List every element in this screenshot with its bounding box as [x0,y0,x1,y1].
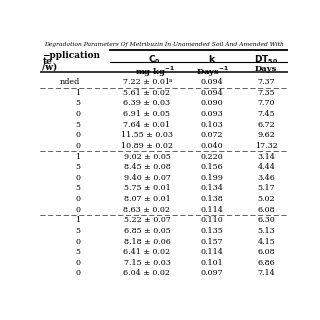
Text: Days$^{\mathbf{-1}}$: Days$^{\mathbf{-1}}$ [196,65,228,79]
Text: 0: 0 [75,269,80,277]
Text: 10.89 ± 0.02: 10.89 ± 0.02 [121,142,173,150]
Text: 5: 5 [75,100,80,108]
Text: 0: 0 [75,110,80,118]
Text: 4.44: 4.44 [257,163,275,171]
Text: 7.35: 7.35 [258,89,275,97]
Text: 5: 5 [75,227,80,235]
Text: 3.14: 3.14 [257,153,275,161]
Text: 7.15 ± 0.03: 7.15 ± 0.03 [124,259,170,267]
Text: nded: nded [60,78,80,86]
Text: 3.46: 3.46 [257,174,275,182]
Text: 0.072: 0.072 [201,131,223,139]
Text: 0.093: 0.093 [201,110,223,118]
Text: 1: 1 [75,216,80,224]
Text: 0.156: 0.156 [201,163,223,171]
Text: $\mathit{\mathbf{k}}$: $\mathit{\mathbf{k}}$ [208,53,216,64]
Text: 5.02: 5.02 [258,195,275,203]
Text: 5.75 ± 0.01: 5.75 ± 0.01 [124,184,170,192]
Text: 5: 5 [75,163,80,171]
Text: Degradation Parameters Of Metribuzin In Unamended Soil And Amended With: Degradation Parameters Of Metribuzin In … [44,42,284,47]
Text: 7.14: 7.14 [257,269,275,277]
Text: −pplication: −pplication [42,52,100,60]
Text: 11.55 ± 0.03: 11.55 ± 0.03 [121,131,173,139]
Text: 0: 0 [75,142,80,150]
Text: te: te [42,57,52,66]
Text: 17.32: 17.32 [255,142,278,150]
Text: 0.090: 0.090 [201,100,223,108]
Text: 7.45: 7.45 [258,110,275,118]
Text: 0.097: 0.097 [201,269,223,277]
Text: 0.157: 0.157 [201,238,223,246]
Text: 6.08: 6.08 [258,248,275,256]
Text: 1: 1 [75,89,80,97]
Text: 0.114: 0.114 [201,206,223,214]
Text: 5.61 ± 0.02: 5.61 ± 0.02 [124,89,171,97]
Text: 9.02 ± 0.05: 9.02 ± 0.05 [124,153,170,161]
Text: a: a [169,78,172,83]
Text: 8.07 ± 0.01: 8.07 ± 0.01 [124,195,170,203]
Text: 0: 0 [75,238,80,246]
Text: 0.134: 0.134 [201,184,223,192]
Text: 6.08: 6.08 [258,206,275,214]
Text: 1: 1 [75,153,80,161]
Text: 6.41 ± 0.02: 6.41 ± 0.02 [124,248,171,256]
Text: 7.22 ± 0.01: 7.22 ± 0.01 [124,78,171,86]
Text: 5: 5 [75,184,80,192]
Text: mg kg$^{\mathbf{-1}}$: mg kg$^{\mathbf{-1}}$ [135,65,175,79]
Text: 0: 0 [75,259,80,267]
Text: 7.64 ± 0.01: 7.64 ± 0.01 [124,121,171,129]
Text: 0.220: 0.220 [201,153,223,161]
Text: 0: 0 [75,174,80,182]
Text: 0: 0 [75,131,80,139]
Text: 0.114: 0.114 [201,248,223,256]
Text: 6.85 ± 0.05: 6.85 ± 0.05 [124,227,170,235]
Text: $\mathbf{C_0}$: $\mathbf{C_0}$ [148,53,161,66]
Text: 0.094: 0.094 [201,78,223,86]
Text: 6.04 ± 0.02: 6.04 ± 0.02 [124,269,171,277]
Text: /w): /w) [42,62,58,71]
Text: 7.70: 7.70 [258,100,275,108]
Text: 8.63 ± 0.02: 8.63 ± 0.02 [124,206,171,214]
Text: 6.91 ± 0.05: 6.91 ± 0.05 [124,110,171,118]
Text: 9.62: 9.62 [257,131,275,139]
Text: 0.199: 0.199 [201,174,223,182]
Text: 0.138: 0.138 [201,195,223,203]
Text: $\mathbf{DT_{50}}$: $\mathbf{DT_{50}}$ [254,53,278,66]
Text: 9.40 ± 0.07: 9.40 ± 0.07 [124,174,170,182]
Text: 0.040: 0.040 [201,142,223,150]
Text: 0.135: 0.135 [201,227,223,235]
Text: 0: 0 [75,206,80,214]
Text: 0.103: 0.103 [201,121,223,129]
Text: 5.17: 5.17 [258,184,275,192]
Text: 5.22 ± 0.07: 5.22 ± 0.07 [124,216,170,224]
Text: 8.45 ± 0.08: 8.45 ± 0.08 [124,163,170,171]
Text: 8.18 ± 0.06: 8.18 ± 0.06 [124,238,170,246]
Text: 5: 5 [75,248,80,256]
Text: 4.15: 4.15 [257,238,275,246]
Text: 0.101: 0.101 [201,259,223,267]
Text: 6.30: 6.30 [257,216,275,224]
Text: 6.39 ± 0.03: 6.39 ± 0.03 [124,100,171,108]
Text: Days: Days [255,65,277,73]
Text: 6.72: 6.72 [257,121,275,129]
Text: 5.13: 5.13 [257,227,275,235]
Text: 6.86: 6.86 [257,259,275,267]
Text: 5: 5 [75,121,80,129]
Text: 0.094: 0.094 [201,89,223,97]
Text: 0: 0 [75,195,80,203]
Text: 7.37: 7.37 [258,78,275,86]
Text: 0.110: 0.110 [201,216,223,224]
